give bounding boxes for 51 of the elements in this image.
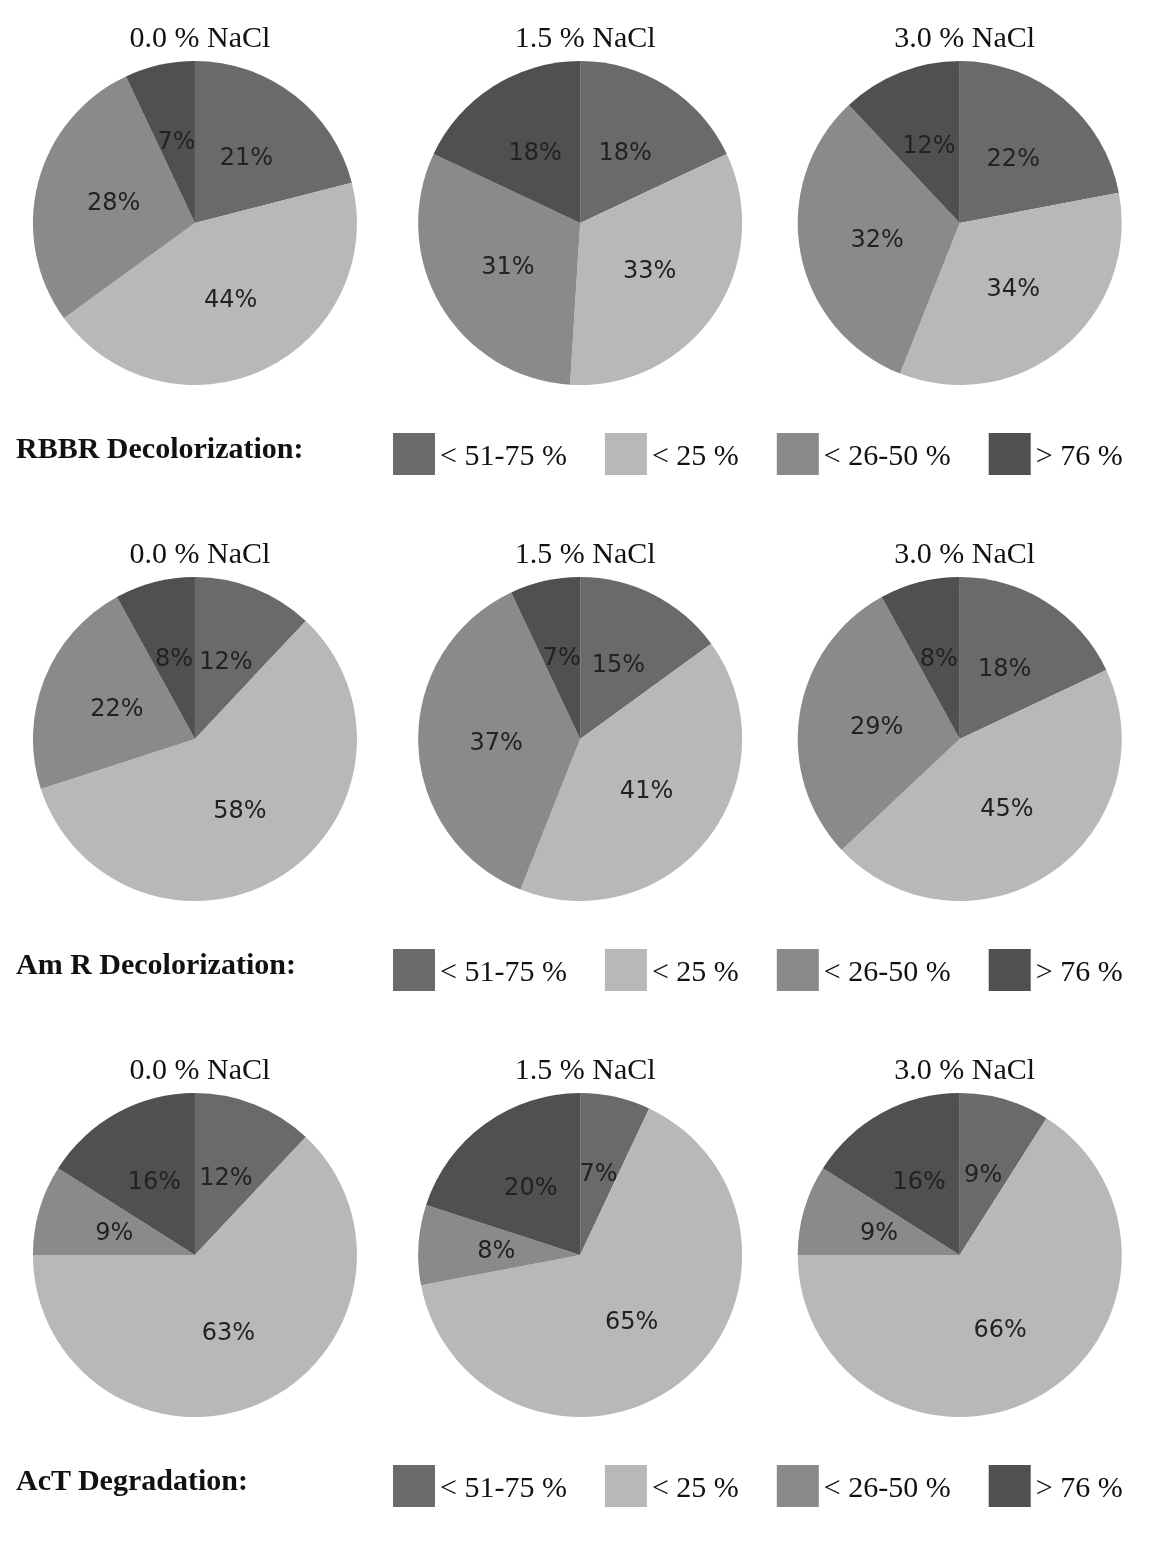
legend-label: > 76 % (1035, 1469, 1123, 1503)
legend-title: RBBR Decolorization: (16, 430, 304, 464)
legend-label: > 76 % (1035, 953, 1123, 987)
data-label: 66% (973, 1314, 1027, 1343)
data-label: 58% (213, 795, 267, 824)
legend-title: AcT Degradation: (16, 1462, 248, 1496)
data-label: 32% (850, 224, 904, 253)
data-label: 22% (90, 694, 144, 723)
slice-label: 0.0 % NaCl (129, 19, 271, 53)
data-label: 18% (978, 654, 1032, 683)
slice-label: 3.0 % NaCl (894, 535, 1036, 569)
legend-label: < 25 % (651, 1469, 739, 1503)
data-label: 9% (860, 1217, 899, 1246)
legend-label: > 76 % (1035, 437, 1123, 471)
data-label: 45% (980, 794, 1034, 823)
data-label: 29% (850, 711, 904, 740)
legend-label: < 51-75 % (440, 437, 567, 471)
slice-label: 1.5 % NaCl (514, 535, 656, 569)
data-label: 18% (598, 138, 652, 167)
data-label: 22% (986, 144, 1040, 173)
legend-label: < 51-75 % (440, 1469, 567, 1503)
legend-label: < 51-75 % (440, 953, 567, 987)
data-label: 34% (986, 273, 1040, 302)
legend-label: < 25 % (651, 437, 739, 471)
data-label: 28% (86, 188, 141, 217)
data-label: 65% (604, 1307, 659, 1336)
legend-label: < 25 % (651, 953, 739, 987)
data-label: 12% (199, 646, 253, 675)
data-label: 8% (477, 1235, 516, 1264)
legend-title: Am R Decolorization: (16, 946, 296, 980)
data-label: 37% (469, 727, 523, 756)
slice-label: 1.5 % NaCl (514, 19, 656, 53)
data-label: 21% (219, 142, 274, 171)
legend-label: < 26-50 % (823, 1469, 951, 1503)
slice-label: 0.0 % NaCl (129, 1051, 271, 1085)
data-label: 33% (622, 256, 677, 285)
data-label: 31% (481, 251, 535, 280)
slice-label: 3.0 % NaCl (894, 19, 1036, 53)
data-label: 44% (204, 285, 258, 314)
legend-label: < 26-50 % (823, 953, 951, 987)
legend-label: < 26-50 % (823, 437, 951, 471)
data-label: 7% (579, 1159, 618, 1188)
data-label: 63% (201, 1318, 255, 1347)
slice-label: 0.0 % NaCl (129, 535, 271, 569)
data-label: 9% (964, 1160, 1003, 1189)
data-label: 12% (199, 1162, 253, 1191)
data-label: 41% (619, 776, 674, 805)
data-label: 9% (95, 1217, 134, 1246)
slice-label: 3.0 % NaCl (894, 1051, 1036, 1085)
data-label: 15% (591, 650, 645, 679)
slice-label: 1.5 % NaCl (514, 1051, 656, 1085)
